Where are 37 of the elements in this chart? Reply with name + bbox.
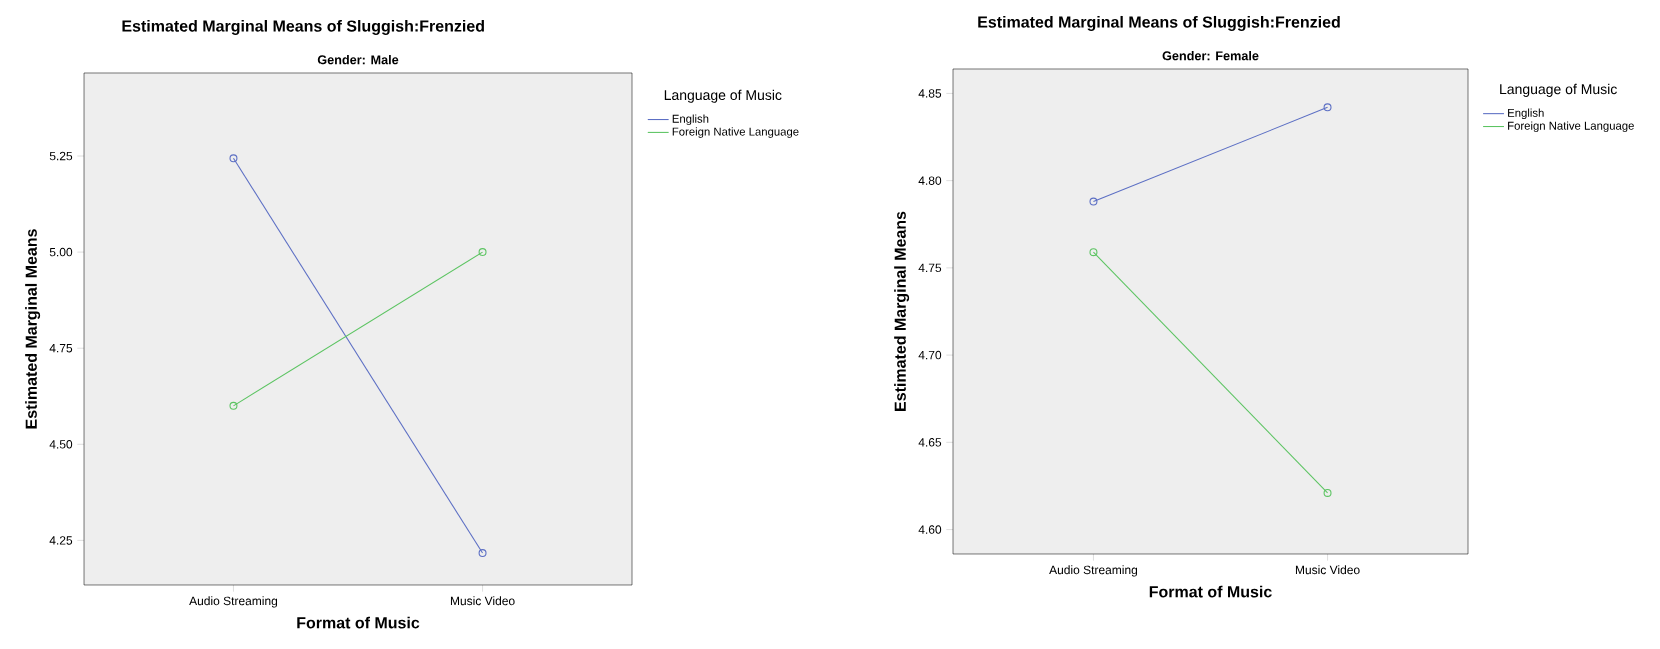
y-axis-title: Estimated Marginal Means [894, 211, 910, 411]
chart-title: Estimated Marginal Means of Sluggish:Frenzied [122, 19, 484, 35]
y-tick-label: 4.50 [49, 440, 73, 449]
y-tick-label: 4.25 [49, 536, 73, 545]
y-tick-label: 4.65 [918, 438, 942, 447]
y-tick-label: 5.00 [49, 247, 73, 257]
y-tick-label: 4.60 [918, 525, 942, 534]
point [1089, 197, 1098, 206]
y-tick-label: 4.75 [49, 344, 73, 353]
chart-title: Estimated Marginal Means of Sluggish:Frenzied [978, 15, 1340, 31]
y-tick-label: 5.25 [49, 151, 73, 161]
point [1089, 248, 1098, 257]
y-tick-label: 4.75 [918, 263, 942, 273]
point [478, 248, 487, 257]
x-axis-title: Format of Music [297, 616, 420, 629]
point [229, 154, 238, 163]
x-tick-label: Audio Streaming [1049, 565, 1138, 577]
point [1323, 103, 1332, 112]
point [1323, 488, 1332, 497]
x-tick-label: Music Video [450, 596, 515, 606]
y-tick-label: 4.80 [918, 176, 942, 185]
x-tick-label: Audio Streaming [189, 596, 278, 608]
legend-label: English [1508, 108, 1544, 120]
point [478, 549, 487, 558]
x-tick-label: Music Video [1295, 565, 1360, 575]
legend-title: Language of Music [664, 89, 782, 103]
chart-subtitle: Gender: Female [1162, 50, 1259, 61]
legend-label: English [672, 114, 709, 125]
y-axis-title: Estimated Marginal Means [25, 229, 41, 429]
legend-label: Foreign Native Language [672, 127, 799, 138]
point [229, 401, 238, 410]
y-tick-label: 4.70 [918, 350, 942, 360]
x-axis-title: Format of Music [1149, 585, 1272, 598]
legend-title: Language of Music [1500, 83, 1617, 97]
chart-subtitle: Gender: Male [317, 54, 399, 65]
y-tick-label: 4.85 [918, 89, 942, 98]
legend-label: Foreign Native Language [1508, 121, 1634, 132]
